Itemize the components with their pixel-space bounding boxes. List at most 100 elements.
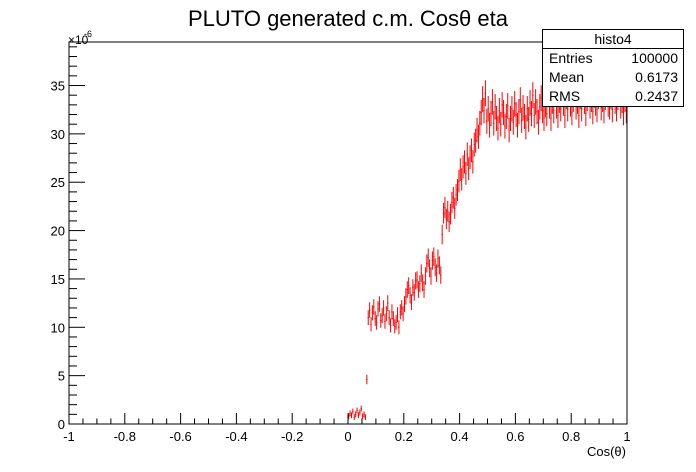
- histogram-bin: [511, 96, 513, 122]
- x-tick-label: -0.2: [281, 429, 303, 444]
- histogram-bin: [398, 320, 400, 335]
- histogram-bin: [564, 102, 566, 129]
- histogram-bin: [455, 183, 457, 206]
- stats-value: 0.2437: [635, 88, 678, 104]
- histogram-bin: [514, 91, 516, 117]
- axes: -1 -0.8 -0.6 -0.4 -0.2 0 0.2 0.4 0.6 0.8 105101520…: [51, 46, 631, 444]
- histogram-bin: [441, 224, 443, 245]
- x-tick-label: -0.8: [114, 429, 136, 444]
- histogram-bin: [512, 109, 515, 135]
- histogram-bin: [371, 305, 374, 321]
- stats-row-entries: Entries 100000: [543, 49, 683, 68]
- histogram-bin: [367, 310, 369, 325]
- histogram-bin: [431, 251, 434, 270]
- histogram-bin: [380, 313, 382, 328]
- histogram-bin: [375, 315, 378, 330]
- histogram-bin: [368, 302, 371, 318]
- histogram-bin: [530, 100, 533, 127]
- histogram-bin: [529, 90, 531, 116]
- y-multiplier-label: ×10: [68, 33, 89, 47]
- histogram-bin: [483, 98, 485, 124]
- histogram-bin: [501, 92, 503, 118]
- histogram-bin: [460, 168, 463, 191]
- y-tick-label: 5: [58, 369, 65, 384]
- histogram-bin: [427, 248, 429, 267]
- histogram-bin: [459, 158, 461, 182]
- histogram-bin: [526, 96, 528, 122]
- histogram-bin: [387, 295, 389, 311]
- histogram-bin: [519, 87, 521, 113]
- histogram-bin: [534, 89, 537, 115]
- x-tick-label: 0.2: [395, 429, 413, 444]
- histogram-bin: [364, 414, 367, 421]
- histogram-bin: [536, 98, 538, 125]
- histogram-bin: [357, 412, 360, 419]
- x-tick-label: 0.8: [562, 429, 580, 444]
- histogram-bin: [407, 277, 410, 295]
- histogram-bin: [366, 374, 368, 385]
- histogram-bin: [356, 407, 358, 414]
- histogram-bin: [467, 157, 470, 181]
- histogram-bin: [410, 294, 413, 311]
- chart-title: PLUTO generated c.m. Cosθ eta: [188, 6, 508, 31]
- histogram-bin: [449, 203, 452, 225]
- histogram-bin: [412, 279, 414, 296]
- histogram-bin: [403, 296, 406, 312]
- histogram-bin: [537, 109, 540, 135]
- histogram-bin: [498, 98, 501, 124]
- histogram-bin: [360, 405, 362, 412]
- stats-label: Entries: [549, 50, 593, 66]
- histogram-bin: [527, 106, 530, 132]
- histogram-bin: [469, 145, 471, 169]
- histogram-bin: [539, 94, 541, 120]
- stats-value: 100000: [631, 50, 678, 66]
- histogram-bin: [497, 115, 499, 141]
- histogram-bin: [447, 200, 449, 222]
- histogram-bin: [532, 82, 534, 109]
- y-tick-label: 35: [51, 79, 65, 94]
- histogram-bin: [533, 102, 535, 129]
- histogram-bin: [525, 114, 527, 140]
- histogram-bin: [540, 85, 542, 112]
- histogram-bin: [463, 150, 466, 174]
- histogram-bin: [550, 105, 552, 131]
- histogram-bin: [423, 281, 425, 298]
- histogram-bin: [504, 113, 506, 139]
- histogram-bin: [442, 202, 445, 224]
- stats-row-mean: Mean 0.6173: [543, 68, 683, 87]
- histogram-bin: [474, 128, 477, 153]
- histogram-bin: [440, 266, 442, 284]
- histogram-bin: [392, 311, 395, 326]
- histogram-bin: [353, 414, 355, 421]
- histogram-bin: [417, 281, 420, 298]
- histogram-bin: [472, 150, 474, 174]
- histogram-bin: [518, 98, 520, 125]
- histogram-series: [348, 74, 627, 421]
- histogram-bin: [352, 408, 354, 415]
- histogram-bin: [484, 80, 487, 107]
- histogram-bin: [543, 105, 545, 131]
- histogram-bin: [437, 249, 439, 268]
- histogram-bin: [493, 110, 495, 136]
- histogram-bin: [507, 93, 509, 119]
- histogram-bin: [473, 132, 475, 157]
- histogram-bin: [500, 111, 502, 137]
- histogram-bin: [451, 191, 453, 214]
- histogram-bin: [470, 138, 473, 163]
- histogram-bin: [445, 208, 448, 230]
- stats-label: Mean: [549, 69, 585, 85]
- histogram-bin: [361, 413, 364, 420]
- histogram-bin: [406, 281, 408, 298]
- histogram-bin: [438, 256, 441, 275]
- histogram-bin: [363, 411, 365, 418]
- x-tick-label: -1: [63, 429, 75, 444]
- histogram-bin: [452, 186, 455, 209]
- stats-box: histo4 Entries 100000 Mean 0.6173 RMS 0.…: [542, 29, 684, 107]
- histogram-bin: [480, 99, 482, 126]
- histogram-bin: [382, 300, 385, 316]
- y-multiplier-exponent: -6: [84, 29, 92, 39]
- histogram-bin: [509, 105, 512, 131]
- histogram-bin: [349, 410, 351, 417]
- y-tick-label: 0: [58, 417, 65, 432]
